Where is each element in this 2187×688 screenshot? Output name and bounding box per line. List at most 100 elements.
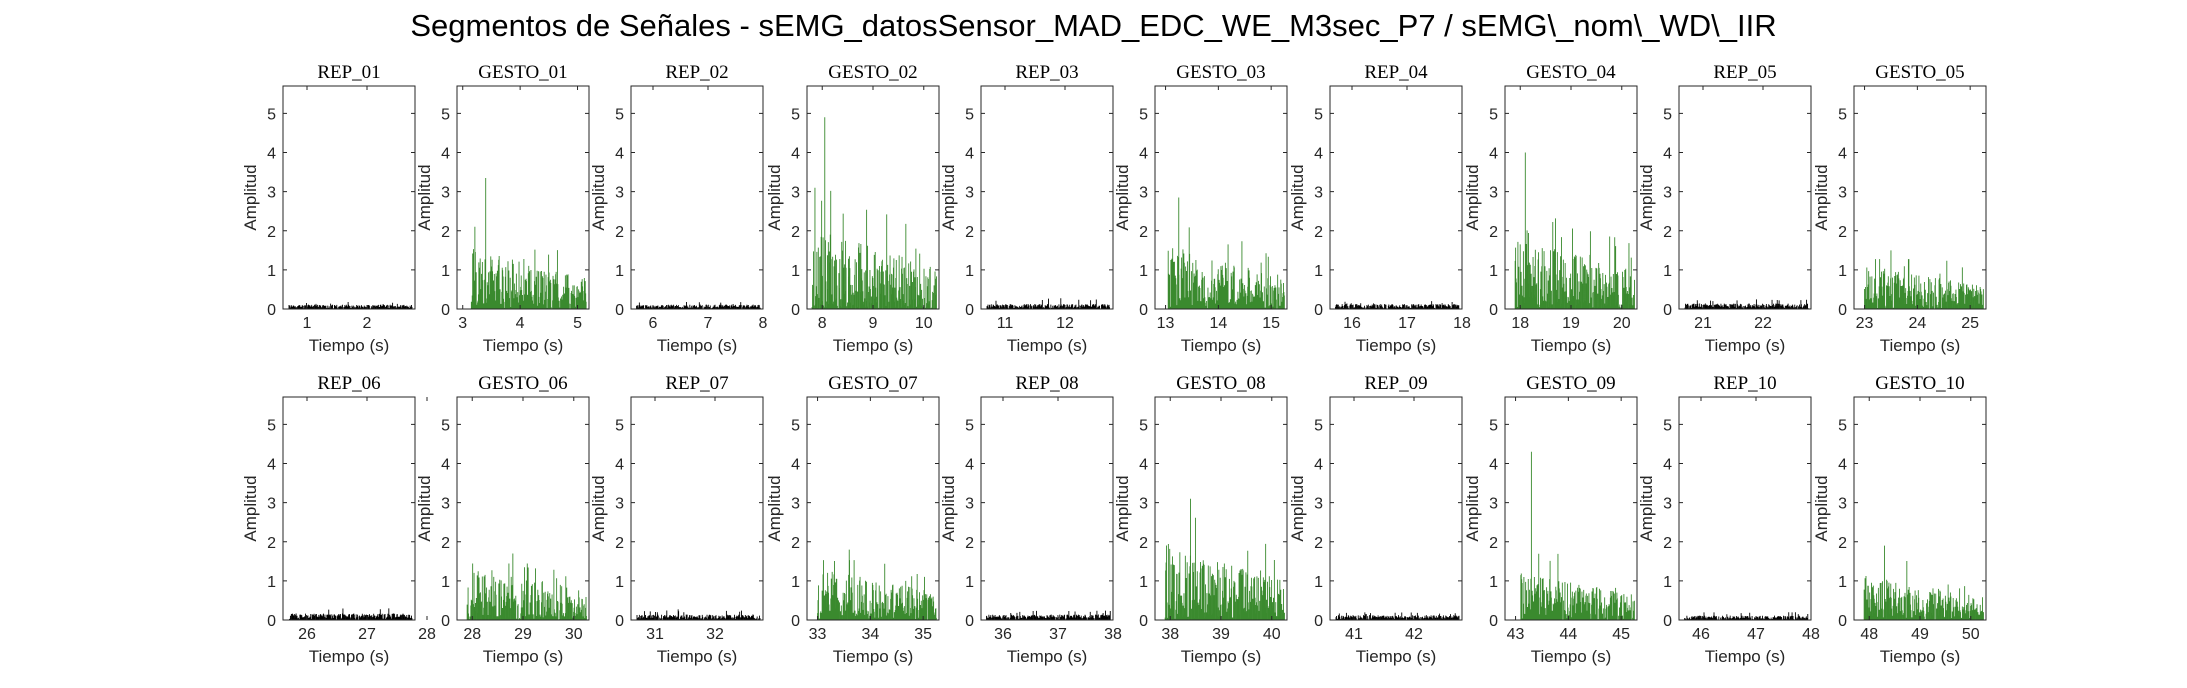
x-axis-label: Tiempo (s) — [833, 647, 914, 666]
x-tick-label: 48 — [1860, 626, 1878, 643]
x-tick-label: 42 — [1405, 626, 1423, 643]
subplot-gesto-02: 0 1 2 3 4 5 8 9 10 GESTO_02 Tiempo (s) Amplitud — [765, 62, 940, 355]
y-tick-label: 3 — [1838, 185, 1847, 202]
x-tick-label: 31 — [646, 626, 664, 643]
y-tick-label: 3 — [1663, 496, 1672, 513]
signal-trace — [1864, 250, 1984, 309]
axes-box — [1678, 85, 1812, 310]
x-axis-label: Tiempo (s) — [1007, 647, 1088, 666]
axes-box — [1678, 396, 1812, 621]
x-tick-label: 9 — [869, 315, 878, 332]
y-tick-label: 1 — [615, 263, 624, 280]
x-tick-label: 26 — [298, 626, 316, 643]
y-tick-label: 4 — [441, 457, 450, 474]
y-axis-label: Amplitud — [1463, 164, 1482, 230]
y-tick-label: 1 — [965, 263, 974, 280]
x-tick-label: 7 — [704, 315, 713, 332]
y-tick-label: 5 — [441, 417, 450, 434]
x-tick-label: 41 — [1345, 626, 1363, 643]
subplot-rep-05: 0 1 2 3 4 5 21 22 REP_05 Tiempo (s) Amplitud — [1637, 62, 1812, 355]
x-tick-label: 4 — [516, 315, 525, 332]
y-tick-label: 0 — [1838, 613, 1847, 630]
y-axis-label: Amplitud — [1288, 164, 1307, 230]
axes-box — [980, 396, 1114, 621]
signal-trace — [1684, 612, 1809, 620]
y-tick-label: 5 — [615, 106, 624, 123]
x-tick-label: 25 — [1961, 315, 1979, 332]
x-axis-label: Tiempo (s) — [1880, 336, 1961, 355]
x-tick-label: 45 — [1612, 626, 1630, 643]
y-tick-label: 4 — [791, 457, 800, 474]
y-tick-label: 1 — [1314, 574, 1323, 591]
x-tick-label: 1 — [303, 315, 312, 332]
x-tick-label: 43 — [1507, 626, 1525, 643]
y-tick-label: 3 — [1314, 185, 1323, 202]
y-tick-label: 3 — [791, 496, 800, 513]
subplot-title: GESTO_04 — [1526, 62, 1616, 83]
x-axis-label: Tiempo (s) — [1007, 336, 1088, 355]
y-tick-label: 0 — [1139, 613, 1148, 630]
subplot-title: GESTO_10 — [1875, 373, 1964, 394]
y-tick-label: 0 — [791, 302, 800, 319]
y-tick-label: 0 — [1663, 302, 1672, 319]
y-tick-label: 5 — [1314, 417, 1323, 434]
y-tick-label: 5 — [1489, 417, 1498, 434]
y-tick-label: 4 — [1139, 457, 1148, 474]
x-tick-label: 18 — [1453, 315, 1471, 332]
x-axis-label: Tiempo (s) — [309, 336, 390, 355]
y-tick-label: 1 — [267, 574, 276, 591]
x-axis-label: Tiempo (s) — [833, 336, 914, 355]
axes-box — [630, 85, 764, 310]
y-tick-label: 0 — [1314, 302, 1323, 319]
subplot-rep-07: 0 1 2 3 4 5 31 32 REP_07 Tiempo (s) Amplitud — [589, 373, 764, 666]
y-tick-label: 3 — [441, 496, 450, 513]
subplot-rep-06: 0 1 2 3 4 5 26 27 28 REP_06 Tiempo (s) Amplitud — [241, 373, 436, 666]
y-tick-label: 2 — [1838, 535, 1847, 552]
y-axis-label: Amplitud — [1463, 475, 1482, 541]
y-axis-label: Amplitud — [939, 164, 958, 230]
y-tick-label: 2 — [615, 535, 624, 552]
x-axis-label: Tiempo (s) — [1181, 336, 1262, 355]
y-tick-label: 1 — [615, 574, 624, 591]
x-tick-label: 2 — [363, 315, 372, 332]
x-axis-label: Tiempo (s) — [657, 647, 738, 666]
y-tick-label: 2 — [267, 535, 276, 552]
y-tick-label: 4 — [267, 146, 276, 163]
y-tick-label: 3 — [1489, 185, 1498, 202]
x-tick-label: 29 — [514, 626, 532, 643]
subplot-title: REP_08 — [1015, 373, 1078, 394]
x-axis-label: Tiempo (s) — [1880, 647, 1961, 666]
x-tick-label: 28 — [418, 626, 436, 643]
y-tick-label: 4 — [1838, 457, 1847, 474]
signal-trace — [1335, 301, 1460, 309]
subplot-title: REP_10 — [1713, 373, 1776, 394]
subplot-gesto-03: 0 1 2 3 4 5 13 14 15 GESTO_03 Tiempo (s) Amplitud — [1113, 62, 1288, 355]
axes-box — [1154, 85, 1288, 310]
subplot-title: REP_04 — [1364, 62, 1428, 83]
y-tick-label: 4 — [1663, 457, 1672, 474]
y-tick-label: 5 — [1489, 106, 1498, 123]
x-tick-label: 13 — [1157, 315, 1175, 332]
subplot-gesto-06: 0 1 2 3 4 5 28 29 30 GESTO_06 Tiempo (s) Amplitud — [415, 373, 590, 666]
y-tick-label: 3 — [441, 185, 450, 202]
x-axis-label: Tiempo (s) — [483, 336, 564, 355]
y-tick-label: 2 — [1139, 535, 1148, 552]
y-tick-label: 2 — [1314, 224, 1323, 241]
y-tick-label: 1 — [1838, 574, 1847, 591]
subplot-title: REP_06 — [317, 373, 380, 394]
signal-trace — [1520, 451, 1635, 620]
y-tick-label: 4 — [791, 146, 800, 163]
y-tick-label: 1 — [1838, 263, 1847, 280]
y-tick-label: 2 — [1663, 224, 1672, 241]
subplot-title: REP_03 — [1015, 62, 1078, 83]
y-tick-label: 3 — [1314, 496, 1323, 513]
y-tick-label: 5 — [1838, 417, 1847, 434]
x-axis-label: Tiempo (s) — [483, 647, 564, 666]
subplot-rep-01: 0 1 2 3 4 5 1 2 REP_01 Tiempo (s) Amplitud — [241, 62, 416, 355]
y-tick-label: 3 — [791, 185, 800, 202]
y-tick-label: 2 — [1663, 535, 1672, 552]
y-axis-label: Amplitud — [241, 164, 260, 230]
y-tick-label: 1 — [441, 263, 450, 280]
y-tick-label: 4 — [615, 146, 624, 163]
